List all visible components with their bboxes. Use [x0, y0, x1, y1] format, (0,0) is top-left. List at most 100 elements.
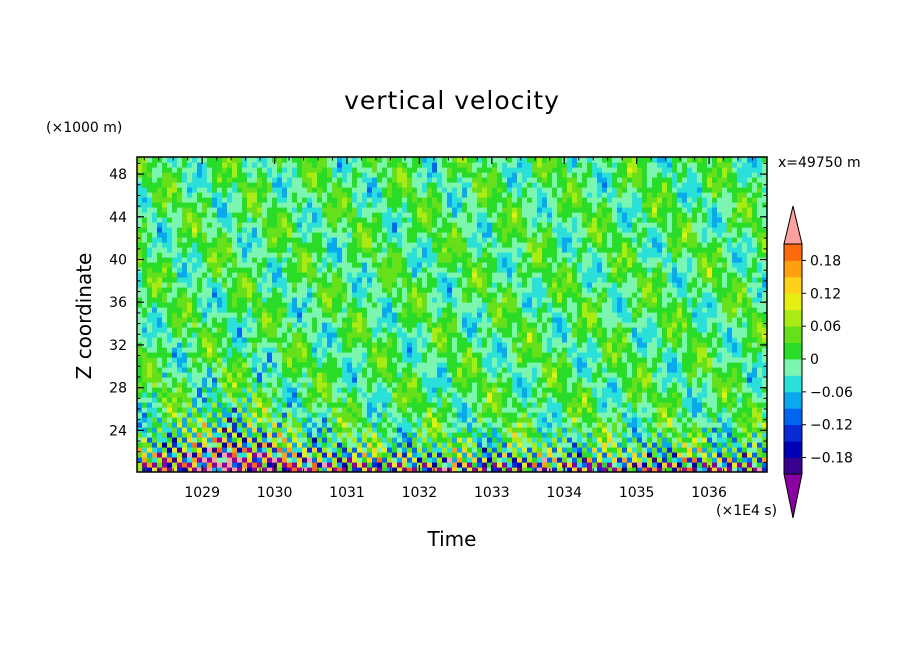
heatmap-cell	[512, 327, 518, 333]
heatmap-cell	[487, 272, 493, 278]
heatmap-cell	[542, 382, 548, 388]
heatmap-cell	[527, 362, 533, 368]
heatmap-cell	[442, 432, 448, 438]
heatmap-cell	[382, 347, 388, 353]
heatmap-cell	[552, 272, 558, 278]
heatmap-cell	[552, 352, 558, 358]
heatmap-cell	[417, 397, 423, 403]
heatmap-cell	[522, 387, 528, 393]
heatmap-cell	[717, 457, 723, 463]
heatmap-cell	[297, 467, 303, 472]
heatmap-cell	[677, 432, 683, 438]
heatmap-cell	[182, 467, 188, 472]
heatmap-cell	[357, 282, 363, 288]
heatmap-cell	[437, 312, 443, 318]
heatmap-cell	[562, 402, 568, 408]
heatmap-cell	[257, 377, 263, 383]
heatmap-cell	[372, 367, 378, 373]
heatmap-cell	[567, 297, 573, 303]
heatmap-cell	[587, 317, 593, 323]
heatmap-cell	[482, 322, 488, 328]
heatmap-cell	[572, 422, 578, 428]
heatmap-cell	[682, 332, 688, 338]
heatmap-cell	[347, 312, 353, 318]
heatmap-cell	[762, 332, 767, 338]
heatmap-cell	[742, 442, 748, 448]
heatmap-cell	[147, 407, 153, 413]
heatmap-cell	[307, 392, 313, 398]
heatmap-cell	[442, 292, 448, 298]
heatmap-cell	[657, 332, 663, 338]
heatmap-cell	[742, 342, 748, 348]
heatmap-cell	[447, 457, 453, 463]
heatmap-cell	[507, 467, 513, 472]
heatmap-cell	[682, 402, 688, 408]
heatmap-cell	[607, 292, 613, 298]
heatmap-cell	[377, 442, 383, 448]
heatmap-cell	[487, 397, 493, 403]
heatmap-cell	[737, 422, 743, 428]
heatmap-cell	[267, 432, 273, 438]
heatmap-cell	[402, 412, 408, 418]
heatmap-cell	[247, 457, 253, 463]
heatmap-cell	[397, 467, 403, 472]
heatmap-cell	[347, 407, 353, 413]
heatmap-cell	[337, 292, 343, 298]
heatmap-cell	[542, 272, 548, 278]
heatmap-cell	[507, 432, 513, 438]
heatmap-cell	[187, 467, 193, 472]
heatmap-cell	[402, 447, 408, 453]
heatmap-cell	[717, 372, 723, 378]
heatmap-cell	[437, 467, 443, 472]
heatmap-cell	[177, 462, 183, 468]
heatmap-cell	[312, 467, 318, 472]
heatmap-cell	[352, 452, 358, 458]
heatmap-cell	[517, 377, 523, 383]
heatmap-cell	[307, 402, 313, 408]
heatmap-cell	[672, 457, 678, 463]
heatmap-cell	[582, 372, 588, 378]
heatmap-cell	[247, 337, 253, 343]
heatmap-cell	[202, 327, 208, 333]
heatmap-cell	[737, 332, 743, 338]
heatmap-cell	[407, 287, 413, 293]
heatmap-cell	[372, 282, 378, 288]
heatmap-cell	[712, 437, 718, 443]
heatmap-cell	[537, 342, 543, 348]
heatmap-cell	[577, 432, 583, 438]
heatmap-cell	[727, 382, 733, 388]
heatmap-cell	[227, 337, 233, 343]
heatmap-cell	[312, 357, 318, 363]
heatmap-cell	[177, 352, 183, 358]
heatmap-cell	[687, 457, 693, 463]
heatmap-cell	[692, 422, 698, 428]
heatmap-cell	[392, 457, 398, 463]
heatmap-cell	[227, 352, 233, 358]
heatmap-cell	[397, 427, 403, 433]
heatmap-cell	[627, 457, 633, 463]
heatmap-cell	[567, 327, 573, 333]
heatmap-cell	[262, 442, 268, 448]
heatmap-cell	[717, 442, 723, 448]
heatmap-cell	[232, 372, 238, 378]
heatmap-cell	[137, 347, 143, 353]
heatmap-cell	[472, 342, 478, 348]
heatmap-cell	[592, 297, 598, 303]
heatmap-cell	[257, 332, 263, 338]
heatmap-cell	[202, 347, 208, 353]
heatmap-cell	[597, 342, 603, 348]
heatmap-cell	[312, 322, 318, 328]
heatmap-cell	[612, 387, 618, 393]
heatmap-cell	[422, 292, 428, 298]
heatmap-cell	[687, 467, 693, 472]
heatmap-cell	[742, 407, 748, 413]
heatmap-cell	[612, 382, 618, 388]
heatmap-cell	[657, 402, 663, 408]
heatmap-cell	[382, 337, 388, 343]
heatmap-cell	[452, 407, 458, 413]
heatmap-cell	[227, 452, 233, 458]
heatmap-cell	[367, 417, 373, 423]
heatmap-cell	[467, 422, 473, 428]
heatmap-cell	[547, 432, 553, 438]
heatmap-cell	[442, 332, 448, 338]
